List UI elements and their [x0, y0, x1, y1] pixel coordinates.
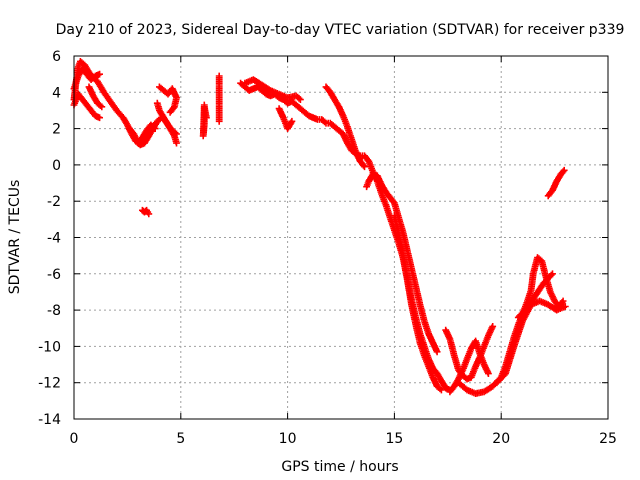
data-point — [203, 114, 210, 122]
x-tick-label: 25 — [599, 431, 617, 447]
y-tick-label: 6 — [52, 49, 61, 65]
grid-lines — [74, 56, 608, 419]
data-point — [549, 270, 556, 278]
y-tick-label: 4 — [52, 85, 61, 101]
x-tick-label: 0 — [70, 431, 79, 447]
data-point — [215, 117, 223, 125]
data-point — [173, 139, 180, 147]
x-tick-labels: 0 5 10 15 20 25 — [70, 431, 617, 447]
data-point — [433, 348, 441, 356]
data-point — [151, 125, 159, 132]
x-tick-label: 15 — [385, 431, 403, 447]
data-point — [96, 70, 103, 78]
data-point — [547, 271, 555, 279]
x-tick-label: 5 — [176, 431, 185, 447]
data-point — [559, 297, 567, 305]
data-point — [173, 130, 180, 138]
data-point — [360, 162, 367, 169]
data-point — [96, 114, 103, 122]
data-point — [166, 108, 174, 116]
y-tick-label: -4 — [47, 231, 61, 247]
x-tick-label: 10 — [279, 431, 297, 447]
data-points — [70, 58, 569, 397]
data-point — [436, 385, 444, 393]
y-axis-label: SDTVAR / TECUs — [7, 180, 23, 295]
data-point — [295, 94, 303, 102]
data-point — [171, 129, 179, 137]
x-axis-label: GPS time / hours — [281, 459, 398, 475]
y-tick-label: -6 — [47, 267, 61, 283]
y-tick-label: 0 — [52, 158, 61, 174]
data-point — [561, 303, 569, 310]
y-tick-label: -2 — [47, 194, 61, 210]
plot-frame — [73, 55, 609, 420]
chart-title: Day 210 of 2023, Sidereal Day-to-day VTE… — [56, 22, 625, 38]
data-point — [167, 107, 175, 115]
data-point — [485, 370, 492, 377]
data-point — [297, 96, 304, 103]
y-tick-label: 2 — [52, 122, 61, 138]
data-point — [438, 386, 445, 394]
data-point — [98, 103, 106, 111]
y-tick-label: -14 — [38, 412, 61, 428]
data-point — [288, 117, 296, 125]
data-point — [145, 210, 153, 218]
x-tick-label: 20 — [492, 431, 510, 447]
y-tick-label: -8 — [47, 303, 61, 319]
y-tick-label: -12 — [38, 376, 61, 392]
data-point — [559, 168, 567, 175]
y-tick-labels: -14 -12 -10 -8 -6 -4 -2 0 2 4 6 — [38, 49, 61, 428]
y-tick-label: -10 — [38, 339, 61, 355]
data-point — [361, 163, 368, 171]
data-point — [489, 323, 497, 330]
data-point — [321, 118, 328, 126]
data-point — [560, 166, 568, 174]
